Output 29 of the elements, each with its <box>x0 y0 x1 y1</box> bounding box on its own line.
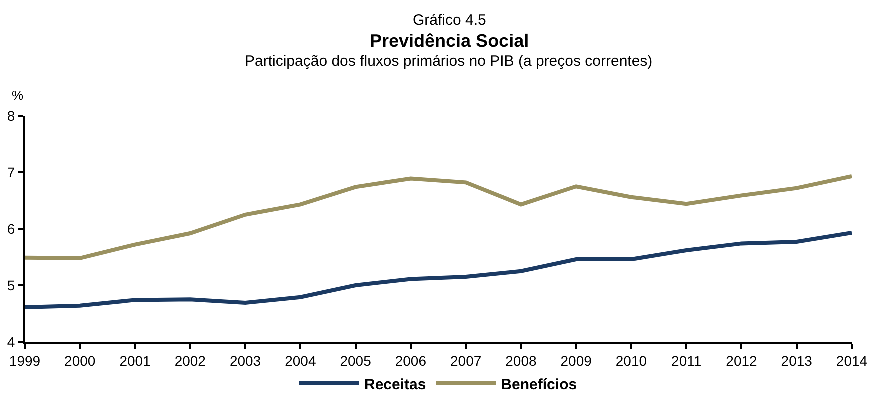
x-tick-label: 2014 <box>836 352 868 369</box>
x-tick-label: 2011 <box>672 352 702 369</box>
x-tick-label: 2005 <box>340 352 372 369</box>
x-tick-label: 2002 <box>174 352 206 369</box>
line-series <box>25 174 852 260</box>
chart-subtitle: Previdência Social <box>370 31 530 51</box>
legend-label: Receitas <box>364 376 426 394</box>
y-tick-label: 7 <box>7 164 16 180</box>
chart-title: Gráfico 4.5 <box>413 12 486 29</box>
x-tick-label: 1999 <box>9 352 41 369</box>
line-series <box>25 230 852 310</box>
y-tick-label: 5 <box>7 277 16 294</box>
y-tick-label: 6 <box>7 220 16 237</box>
x-tick-label: 2007 <box>450 352 482 369</box>
y-tick-label: 4 <box>7 334 16 350</box>
text: Participação dos fluxos primários no PIB (a preços correntes) <box>245 53 653 70</box>
x-tick-label: 2004 <box>285 352 316 369</box>
y-tick-label: 8 <box>7 108 16 124</box>
x-tick-label: 2012 <box>726 352 758 369</box>
x-tick-label: 2000 <box>64 352 96 369</box>
legend-label: Benefícios <box>501 376 578 394</box>
x-tick-label: 2009 <box>560 352 592 369</box>
x-tick-label: 2010 <box>616 352 648 369</box>
x-tick-label: 2013 <box>781 352 813 369</box>
y-axis-title: % <box>12 88 24 103</box>
x-tick-label: 2003 <box>230 352 262 369</box>
x-tick-label: 2001 <box>120 352 152 369</box>
x-tick-label: 2006 <box>395 352 427 369</box>
x-tick-label: 2008 <box>506 352 537 369</box>
